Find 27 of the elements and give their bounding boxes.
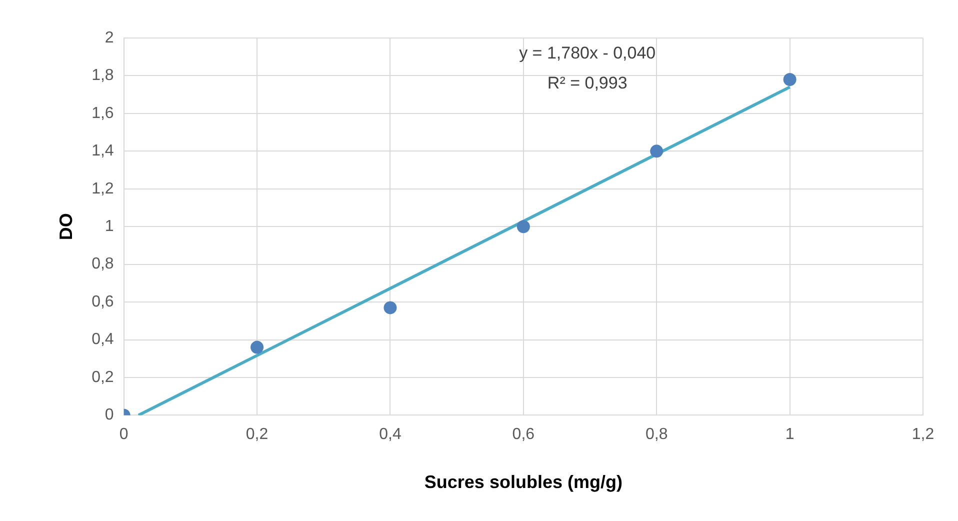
- y-tick-label: 0,6: [92, 293, 114, 310]
- x-axis-title: Sucres solubles (mg/g): [424, 472, 622, 492]
- y-tick-label: 0,2: [92, 368, 114, 386]
- y-tick-label: 0: [104, 406, 114, 424]
- y-tick-label: 1: [104, 218, 114, 236]
- y-tick-label: 1,8: [92, 67, 114, 84]
- x-tick-label: 1: [785, 426, 794, 444]
- x-tick-label: 0,8: [645, 426, 668, 444]
- x-tick-label: 1,2: [912, 426, 934, 444]
- point: [250, 340, 264, 354]
- x-tick-label: 0,2: [246, 426, 268, 444]
- point: [384, 301, 397, 314]
- y-axis-title: DO: [56, 213, 76, 240]
- point: [650, 144, 664, 158]
- point: [516, 220, 530, 234]
- y-tick-label: 1,4: [92, 142, 114, 160]
- x-tick-label: 0,6: [512, 426, 535, 444]
- annotation: R² = 0,993: [547, 74, 628, 93]
- x-tick-label: 0: [119, 426, 128, 444]
- y-tick-label: 2: [104, 29, 114, 46]
- point: [783, 72, 796, 86]
- y-tick-label: 0,8: [92, 256, 114, 273]
- y-tick-label: 1,2: [92, 180, 114, 198]
- y-tick-label: 1,6: [92, 104, 114, 122]
- x-tick-label: 0,4: [379, 426, 402, 444]
- annotation: y = 1,780x - 0,040: [519, 44, 656, 63]
- y-tick-label: 0,4: [92, 331, 114, 348]
